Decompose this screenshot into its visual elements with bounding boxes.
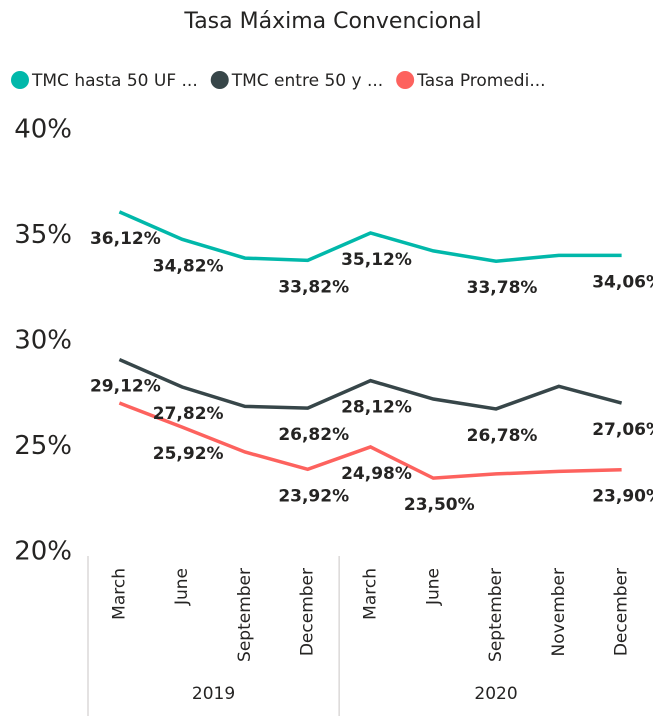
data-label: 36,12% — [90, 229, 161, 249]
data-label: 33,78% — [467, 278, 538, 298]
data-label: 24,98% — [341, 464, 412, 484]
legend-label: Tasa Promedi... — [416, 71, 545, 91]
series-line — [118, 401, 622, 480]
x-group-label: 2019 — [192, 684, 235, 704]
x-tick-label: November — [549, 568, 569, 656]
x-tick-label: June — [172, 568, 192, 606]
data-label: 23,92% — [278, 486, 349, 506]
y-tick-label: 40% — [14, 115, 72, 145]
y-tick-label: 35% — [14, 220, 72, 250]
data-label: 28,12% — [341, 398, 412, 418]
data-label: 23,50% — [404, 495, 475, 515]
data-label: 27,06% — [592, 420, 653, 440]
chart-title: Tasa Máxima Convencional — [183, 9, 481, 34]
y-tick-label: 20% — [14, 537, 72, 567]
data-label: 33,82% — [278, 277, 349, 297]
data-label: 26,82% — [278, 425, 349, 445]
legend-marker — [210, 71, 229, 89]
x-tick-label: March — [361, 568, 381, 620]
data-label: 34,06% — [592, 272, 653, 292]
data-label: 26,78% — [467, 426, 538, 446]
x-tick-label: June — [423, 568, 443, 606]
series-line — [118, 210, 622, 264]
legend-marker — [11, 71, 29, 89]
legend-label: TMC entre 50 y ... — [231, 71, 383, 91]
x-tick-label: March — [109, 568, 129, 620]
legend-marker — [396, 71, 415, 89]
x-tick-label: December — [298, 568, 318, 656]
y-tick-label: 25% — [14, 431, 72, 461]
x-tick-label: September — [486, 568, 506, 662]
data-label: 29,12% — [90, 377, 161, 397]
y-tick-label: 30% — [14, 326, 72, 356]
legend-label: TMC hasta 50 UF ... — [31, 71, 198, 91]
data-label: 34,82% — [153, 256, 224, 276]
data-label: 35,12% — [341, 250, 412, 270]
x-tick-label: December — [612, 568, 632, 656]
data-label: 25,92% — [153, 444, 224, 464]
data-label: 23,90% — [592, 487, 653, 507]
x-tick-label: September — [235, 568, 255, 662]
x-group-label: 2020 — [474, 684, 517, 704]
data-label: 27,82% — [153, 404, 224, 424]
series-line — [118, 357, 623, 411]
